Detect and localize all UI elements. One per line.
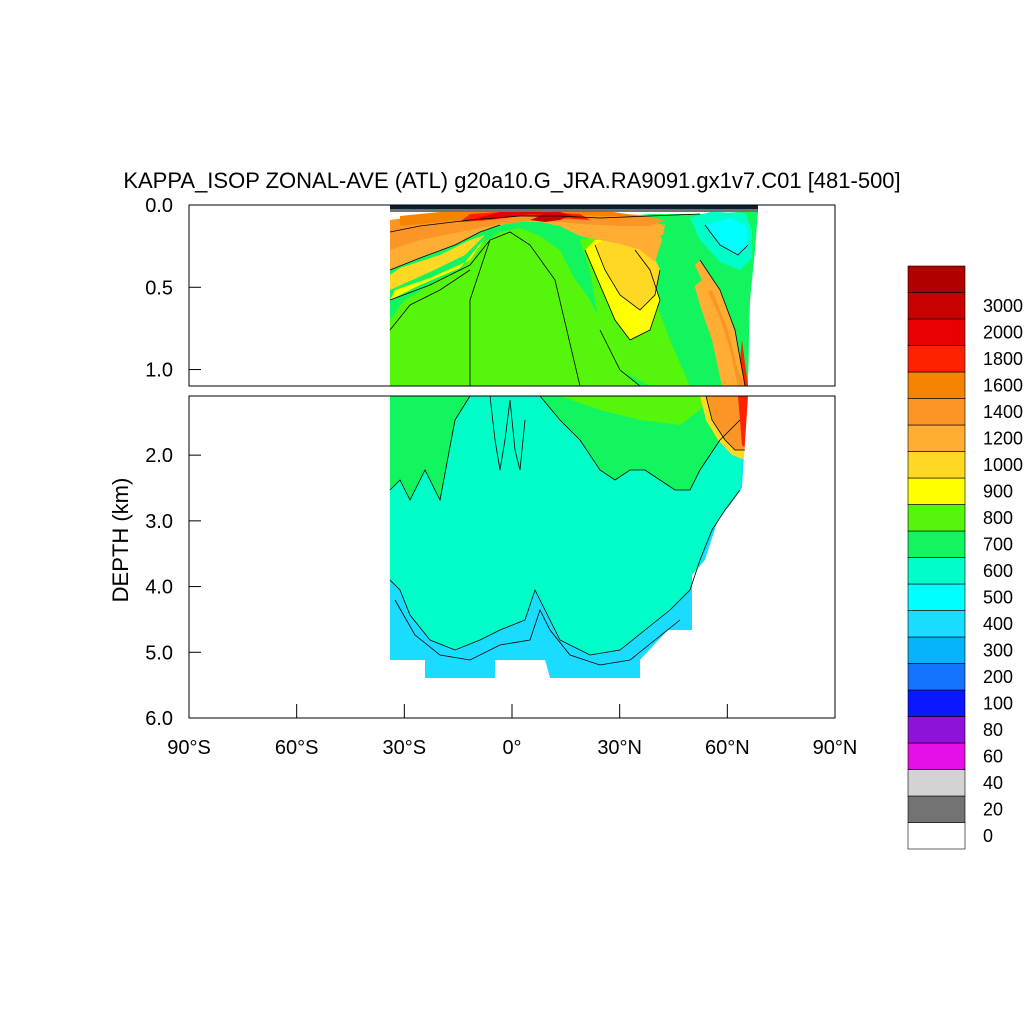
upper-band-green-right <box>660 235 702 290</box>
lower-y-tick-label: 2.0 <box>145 445 173 467</box>
upper-band-1600 <box>400 208 640 226</box>
upper-band-surface-dark <box>390 205 758 209</box>
lower-y-tick-label: 3.0 <box>145 511 173 533</box>
lower-panel: 2.03.04.05.06.0 90°S 60°S 30°S 0° 30°N 60°N 90… <box>145 395 857 759</box>
colorbar-swatch <box>907 663 966 691</box>
x-tick-label: 60°S <box>275 737 319 759</box>
lower-contour-fill <box>390 396 835 718</box>
upper-mask-right <box>748 205 835 386</box>
upper-panel: 0.0 0.5 1.0 <box>145 195 836 387</box>
colorbar-swatch <box>907 318 966 346</box>
colorbar-label: 60 <box>983 746 1003 766</box>
colorbar-label: 900 <box>983 481 1013 501</box>
colorbar-swatch <box>907 345 966 373</box>
upper-y-tick-label: 1.0 <box>145 360 173 382</box>
upper-band-surface-gray <box>390 209 758 212</box>
colorbar: 0 20 40 60 80 100 200 300 400 500 600 700 800 900 1000… <box>907 265 1023 850</box>
x-ticks: 90°S 60°S 30°S 0° 30°N 60°N 90°N <box>167 704 857 759</box>
lower-contour-lines <box>389 395 745 666</box>
colorbar-label: 1800 <box>983 349 1023 369</box>
colorbar-label: 1400 <box>983 402 1023 422</box>
colorbar-label: 1200 <box>983 428 1023 448</box>
colorbar-label: 800 <box>983 508 1013 528</box>
colorbar-swatch <box>907 742 966 770</box>
lower-band-700 <box>560 396 710 425</box>
colorbar-label: 1600 <box>983 375 1023 395</box>
colorbar-label: 3000 <box>983 296 1023 316</box>
colorbar-swatch <box>907 424 966 452</box>
colorbar-label: 300 <box>983 640 1013 660</box>
upper-band-red-edge <box>740 340 748 386</box>
upper-band-1400-right <box>708 290 745 386</box>
colorbar-swatch <box>907 795 966 823</box>
upper-y-ticks: 0.0 0.5 1.0 <box>145 195 201 382</box>
colorbar-label: 100 <box>983 693 1013 713</box>
colorbar-swatch <box>907 716 966 744</box>
upper-band-900 <box>390 238 485 300</box>
upper-band-500-core <box>705 218 748 255</box>
upper-contour-lines <box>389 213 749 387</box>
x-tick-label: 30°N <box>597 737 642 759</box>
upper-y-tick-label: 0.5 <box>145 277 173 299</box>
x-tick-label: 0° <box>502 737 521 759</box>
y-axis-label: DEPTH (km) <box>108 478 133 603</box>
colorbar-swatch <box>907 371 966 399</box>
x-tick-label: 90°N <box>813 737 858 759</box>
colorbar-label: 20 <box>983 799 1003 819</box>
x-tick-label: 60°N <box>705 737 750 759</box>
colorbar-label: 0 <box>983 826 993 846</box>
colorbar-label: 80 <box>983 720 1003 740</box>
lower-y-tick-label: 5.0 <box>145 642 173 664</box>
upper-panel-frame <box>188 204 836 387</box>
colorbar-swatch <box>907 530 966 558</box>
colorbar-swatch <box>907 265 966 293</box>
upper-band-800 <box>390 228 640 386</box>
x-tick-label: 30°S <box>383 737 427 759</box>
colorbar-label: 400 <box>983 614 1013 634</box>
colorbar-label: 700 <box>983 534 1013 554</box>
lower-y-tick-label: 4.0 <box>145 577 173 599</box>
upper-band-1000 <box>390 235 485 290</box>
colorbar-swatch <box>907 398 966 426</box>
colorbar-swatch <box>907 822 966 850</box>
colorbar-swatch <box>907 689 966 717</box>
colorbar-swatch <box>907 636 966 664</box>
colorbar-swatch <box>907 583 966 611</box>
lower-y-ticks: 2.0 3.0 4.0 5.0 6.0 <box>145 445 201 730</box>
x-tick-label: 90°S <box>167 737 211 759</box>
colorbar-swatch <box>907 769 966 797</box>
upper-contour-fill <box>390 205 835 386</box>
colorbar-swatch <box>907 451 966 479</box>
colorbar-label: 600 <box>983 561 1013 581</box>
lower-band-orange-right <box>706 396 748 450</box>
lower-mask-bottom-left <box>390 396 835 718</box>
upper-band-1000-mid <box>595 236 660 310</box>
lower-band-yellow-right <box>700 396 745 460</box>
chart-title: KAPPA_ISOP ZONAL-AVE (ATL) g20a10.G_JRA.… <box>123 168 900 193</box>
colorbar-swatch <box>907 477 966 505</box>
colorbar-label: 200 <box>983 667 1013 687</box>
colorbar-swatch <box>907 610 966 638</box>
colorbar-label: 40 <box>983 773 1003 793</box>
colorbar-label: 1000 <box>983 455 1023 475</box>
colorbar-label: 2000 <box>983 322 1023 342</box>
colorbar-swatch <box>907 557 966 585</box>
lower-y-tick-label: 6.0 <box>145 708 173 730</box>
colorbar-label: 500 <box>983 587 1013 607</box>
colorbar-swatch <box>907 292 966 320</box>
colorbar-swatch <box>907 504 966 532</box>
upper-y-tick-label: 0.0 <box>145 195 173 217</box>
